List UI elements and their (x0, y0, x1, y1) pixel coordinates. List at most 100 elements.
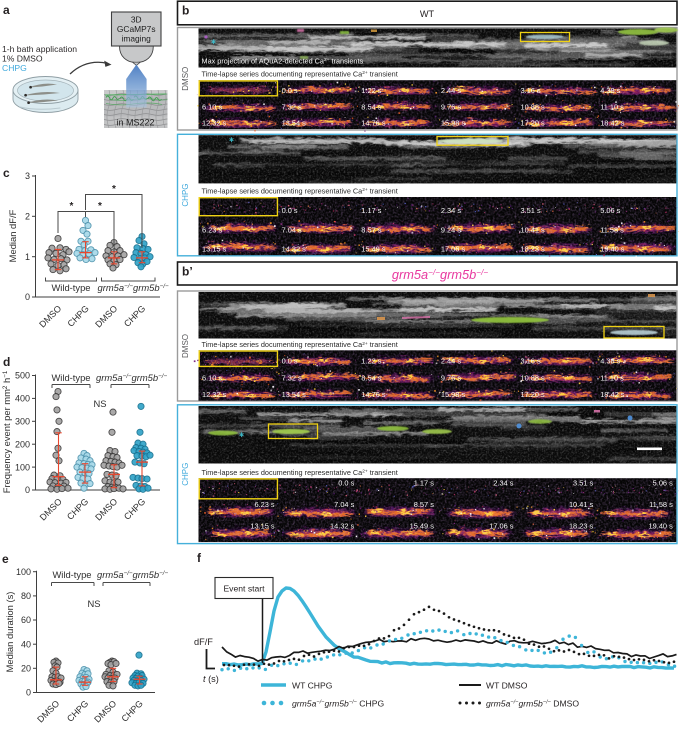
svg-text:1.17 s: 1.17 s (361, 206, 381, 215)
svg-text:grm5a−/−grm5b−/− DMSO: grm5a−/−grm5b−/− DMSO (486, 698, 579, 708)
svg-text:100: 100 (15, 462, 30, 472)
svg-text:14.32 s: 14.32 s (330, 521, 355, 530)
svg-text:18.23 s: 18.23 s (569, 521, 594, 530)
svg-text:DMSO: DMSO (181, 67, 190, 91)
svg-text:t (s): t (s) (203, 674, 219, 684)
svg-text:13.15 s: 13.15 s (250, 521, 275, 530)
svg-text:0.0 s: 0.0 s (282, 86, 298, 95)
svg-text:15.49 s: 15.49 s (361, 245, 386, 254)
svg-text:Median duration (s): Median duration (s) (4, 592, 15, 673)
svg-text:10.41 s: 10.41 s (569, 500, 594, 509)
svg-text:10.88 s: 10.88 s (521, 373, 546, 382)
svg-text:Event start: Event start (223, 583, 265, 593)
svg-text:15.49 s: 15.49 s (410, 521, 435, 530)
svg-text:Max projection of AQuA2-detect: Max projection of AQuA2-detected Ca2+ tr… (202, 57, 364, 66)
svg-text:7.04 s: 7.04 s (334, 500, 354, 509)
svg-text:Time-lapse series documenting: Time-lapse series documenting representa… (202, 69, 398, 78)
svg-text:19.40 s: 19.40 s (600, 245, 625, 254)
svg-text:WT: WT (420, 9, 435, 19)
svg-text:8.57 s: 8.57 s (361, 225, 381, 234)
svg-text:3.16 s: 3.16 s (521, 86, 541, 95)
svg-text:40: 40 (21, 639, 31, 649)
svg-text:8.57 s: 8.57 s (414, 500, 434, 509)
svg-text:grm5a−/−grm5b−/−: grm5a−/−grm5b−/− (392, 267, 488, 282)
svg-text:6.23 s: 6.23 s (254, 500, 274, 509)
svg-text:1.17 s: 1.17 s (414, 479, 434, 488)
svg-text:5.06 s: 5.06 s (653, 479, 673, 488)
svg-text:0: 0 (26, 688, 31, 698)
svg-text:3.51 s: 3.51 s (573, 479, 593, 488)
svg-text:10.88 s: 10.88 s (521, 102, 546, 111)
svg-text:7.04 s: 7.04 s (282, 225, 302, 234)
svg-text:WT CHPG: WT CHPG (292, 680, 333, 690)
svg-text:Time-lapse series documenting: Time-lapse series documenting representa… (202, 468, 398, 477)
svg-text:17.20 s: 17.20 s (521, 119, 546, 128)
svg-text:2.44 s: 2.44 s (441, 86, 461, 95)
svg-text:Wild-type: Wild-type (51, 372, 90, 383)
svg-text:3D: 3D (131, 15, 142, 25)
svg-text:CHPG: CHPG (2, 63, 27, 73)
svg-text:*: * (98, 201, 102, 212)
svg-text:500: 500 (15, 371, 30, 381)
svg-text:60: 60 (21, 615, 31, 625)
svg-text:14.76 s: 14.76 s (361, 119, 386, 128)
svg-text:CHPG: CHPG (181, 463, 190, 486)
svg-text:CHPG: CHPG (181, 183, 190, 206)
svg-text:9.24 s: 9.24 s (441, 225, 461, 234)
svg-text:1.22 s: 1.22 s (361, 357, 381, 366)
svg-text:b’: b’ (182, 265, 193, 279)
svg-text:0: 0 (25, 292, 30, 302)
svg-text:in MS222: in MS222 (116, 118, 154, 128)
svg-text:3.51 s: 3.51 s (521, 206, 541, 215)
svg-text:Time-lapse series documenting: Time-lapse series documenting representa… (202, 340, 398, 349)
svg-text:7.32 s: 7.32 s (282, 102, 302, 111)
svg-text:1: 1 (25, 252, 30, 262)
svg-text:2: 2 (25, 212, 30, 222)
svg-text:Median dF/F: Median dF/F (7, 209, 18, 262)
svg-text:18.42 s: 18.42 s (600, 390, 625, 399)
svg-text:a: a (3, 3, 10, 17)
svg-text:6.10 s: 6.10 s (202, 373, 222, 382)
svg-text:*: * (112, 184, 116, 195)
svg-text:14.32 s: 14.32 s (282, 245, 307, 254)
svg-text:13.54 s: 13.54 s (282, 390, 307, 399)
svg-text:17.06 s: 17.06 s (489, 521, 514, 530)
svg-text:dF/F: dF/F (194, 637, 213, 647)
svg-text:400: 400 (15, 394, 30, 404)
svg-text:300: 300 (15, 417, 30, 427)
svg-text:*: * (70, 201, 74, 212)
svg-text:9.76 s: 9.76 s (441, 373, 461, 382)
svg-text:18.23 s: 18.23 s (521, 245, 546, 254)
svg-text:0: 0 (25, 485, 30, 495)
svg-text:6.10 s: 6.10 s (202, 102, 222, 111)
svg-text:9.76 s: 9.76 s (441, 102, 461, 111)
svg-text:15.98 s: 15.98 s (441, 390, 466, 399)
svg-text:200: 200 (15, 439, 30, 449)
svg-text:11.58 s: 11.58 s (600, 225, 624, 234)
svg-text:imaging: imaging (122, 34, 152, 44)
svg-text:4.38 s: 4.38 s (600, 86, 620, 95)
svg-text:0.0 s: 0.0 s (282, 357, 298, 366)
svg-text:17.20 s: 17.20 s (521, 390, 546, 399)
svg-text:Time-lapse series documenting: Time-lapse series documenting representa… (202, 187, 398, 196)
svg-text:grm5a−/−grm5b−/−: grm5a−/−grm5b−/− (97, 569, 168, 580)
svg-text:DMSO: DMSO (181, 334, 190, 358)
svg-text:10.41 s: 10.41 s (521, 225, 546, 234)
svg-text:1% DMSO: 1% DMSO (2, 54, 43, 64)
svg-text:11.10 s: 11.10 s (600, 373, 624, 382)
svg-text:WT DMSO: WT DMSO (486, 680, 528, 690)
svg-text:b: b (182, 4, 189, 18)
svg-text:c: c (3, 166, 10, 180)
svg-text:5.06 s: 5.06 s (600, 206, 620, 215)
svg-text:1-h bath application: 1-h bath application (2, 44, 77, 54)
svg-text:2.44 s: 2.44 s (441, 357, 461, 366)
svg-text:Wild-type: Wild-type (52, 569, 91, 580)
svg-text:12.32 s: 12.32 s (202, 119, 227, 128)
svg-text:1.22 s: 1.22 s (361, 86, 381, 95)
svg-text:2.34 s: 2.34 s (493, 479, 513, 488)
svg-text:12.32 s: 12.32 s (202, 390, 227, 399)
svg-text:15.98 s: 15.98 s (441, 119, 466, 128)
svg-text:80: 80 (21, 591, 31, 601)
svg-text:11.10 s: 11.10 s (600, 102, 624, 111)
svg-text:19.40 s: 19.40 s (649, 521, 674, 530)
